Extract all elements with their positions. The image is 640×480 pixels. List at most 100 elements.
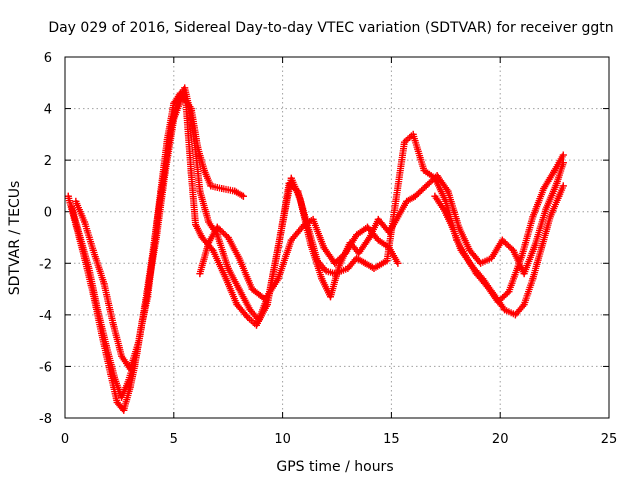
chart-title: Day 029 of 2016, Sidereal Day-to-day VTE… bbox=[48, 20, 613, 36]
data-point bbox=[403, 197, 411, 205]
data-point bbox=[72, 197, 80, 205]
data-point bbox=[205, 239, 213, 247]
data-point bbox=[102, 342, 110, 350]
data-point bbox=[385, 228, 393, 236]
data-point bbox=[546, 213, 554, 221]
data-series-track-2 bbox=[68, 84, 567, 401]
data-point bbox=[394, 259, 402, 267]
data-point bbox=[198, 234, 206, 241]
y-tick-label: 4 bbox=[44, 103, 52, 118]
data-point bbox=[64, 192, 72, 200]
data-point bbox=[109, 319, 117, 327]
data-point bbox=[111, 375, 119, 383]
data-point bbox=[100, 280, 108, 288]
data-point bbox=[555, 192, 563, 200]
data-point bbox=[274, 275, 282, 283]
data-point bbox=[551, 166, 559, 174]
data-point bbox=[363, 223, 371, 231]
data-point bbox=[187, 169, 195, 177]
data-point bbox=[531, 241, 539, 249]
data-point bbox=[307, 241, 315, 249]
data-point bbox=[261, 295, 269, 303]
data-point bbox=[207, 182, 215, 190]
data-point bbox=[118, 393, 126, 401]
data-point bbox=[181, 84, 189, 92]
series-markers bbox=[196, 215, 402, 303]
data-point bbox=[322, 267, 330, 275]
data-point bbox=[296, 195, 304, 203]
data-point bbox=[366, 234, 374, 241]
data-point bbox=[511, 311, 519, 319]
data-point bbox=[187, 105, 195, 113]
x-tick-label: 25 bbox=[601, 432, 618, 447]
data-point bbox=[559, 151, 567, 159]
data-point bbox=[192, 221, 200, 229]
data-point bbox=[559, 159, 567, 167]
data-point bbox=[85, 264, 93, 272]
data-series-track-3 bbox=[72, 92, 247, 373]
data-point bbox=[205, 218, 213, 226]
data-point bbox=[81, 218, 89, 226]
data-point bbox=[224, 264, 232, 272]
data-point bbox=[440, 205, 448, 213]
data-point bbox=[318, 275, 326, 283]
data-point bbox=[498, 236, 506, 244]
data-point bbox=[196, 187, 204, 195]
data-point bbox=[224, 234, 232, 241]
y-tick-label: 2 bbox=[44, 154, 52, 169]
data-point bbox=[374, 236, 382, 244]
data-point bbox=[342, 249, 350, 257]
data-point bbox=[355, 249, 363, 257]
data-point bbox=[490, 290, 498, 298]
data-point bbox=[505, 288, 513, 296]
data-series-track-5 bbox=[431, 182, 567, 319]
data-point bbox=[542, 205, 550, 213]
data-point bbox=[135, 337, 143, 345]
y-tick-label: -8 bbox=[39, 412, 52, 427]
data-point bbox=[94, 306, 102, 314]
data-point bbox=[409, 130, 417, 138]
data-point bbox=[529, 275, 537, 283]
data-point bbox=[209, 246, 217, 254]
data-point bbox=[520, 301, 528, 309]
data-series-layer bbox=[64, 84, 567, 414]
data-point bbox=[538, 244, 546, 252]
data-point bbox=[144, 285, 152, 293]
data-point bbox=[276, 231, 284, 239]
data-point bbox=[235, 285, 243, 293]
data-point bbox=[392, 197, 400, 205]
data-point bbox=[468, 262, 476, 270]
data-point bbox=[320, 244, 328, 252]
data-point bbox=[400, 138, 408, 146]
data-point bbox=[422, 182, 430, 190]
data-point bbox=[344, 264, 352, 272]
y-tick-label: 0 bbox=[44, 206, 52, 221]
data-point bbox=[287, 174, 295, 182]
data-point bbox=[255, 316, 263, 324]
data-point bbox=[89, 246, 97, 254]
y-tick-label: -2 bbox=[39, 257, 52, 272]
data-point bbox=[120, 406, 128, 414]
x-tick-label: 0 bbox=[61, 432, 69, 447]
y-tick-label: -6 bbox=[39, 360, 52, 375]
data-point bbox=[374, 215, 382, 223]
data-point bbox=[553, 179, 561, 187]
data-point bbox=[231, 187, 239, 195]
data-point bbox=[233, 301, 241, 309]
x-tick-label: 5 bbox=[170, 432, 178, 447]
data-point bbox=[68, 203, 76, 211]
plot-frame bbox=[64, 56, 610, 419]
data-point bbox=[466, 246, 474, 254]
data-point bbox=[353, 231, 361, 239]
data-point bbox=[411, 192, 419, 200]
data-point bbox=[244, 313, 252, 321]
data-point bbox=[326, 293, 334, 301]
data-point bbox=[126, 365, 134, 373]
y-tick-label: -4 bbox=[39, 309, 52, 324]
data-point bbox=[335, 262, 343, 270]
data-point bbox=[385, 244, 393, 252]
data-point bbox=[487, 254, 495, 262]
data-point bbox=[431, 192, 439, 200]
data-point bbox=[118, 352, 126, 360]
